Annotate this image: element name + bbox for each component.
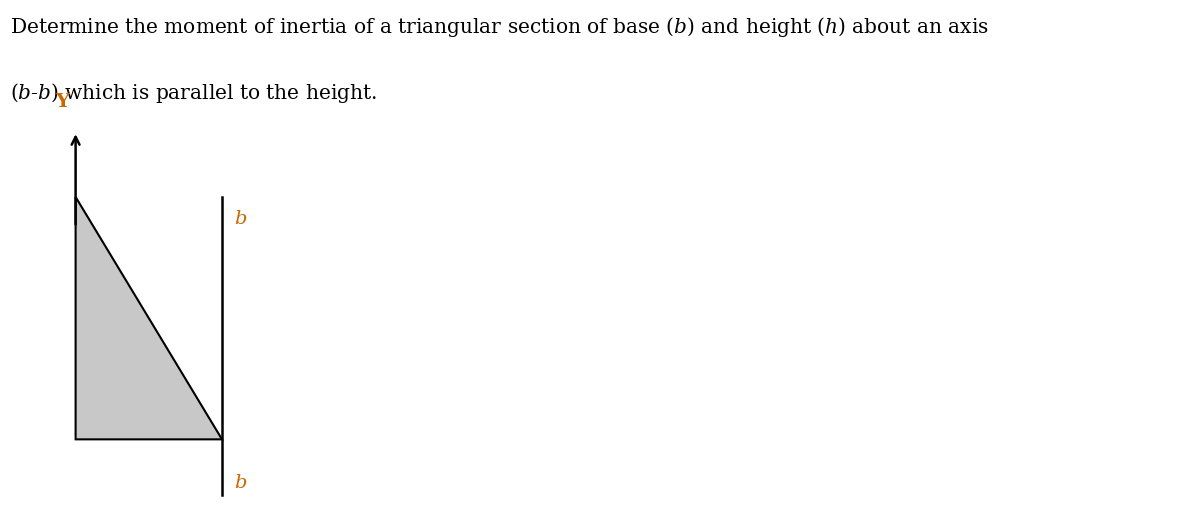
Text: ($b$-$b$) which is parallel to the height.: ($b$-$b$) which is parallel to the heigh… (10, 81, 377, 105)
Text: Determine the moment of inertia of a triangular section of base ($b$) and height: Determine the moment of inertia of a tri… (10, 15, 989, 39)
Polygon shape (76, 197, 222, 439)
Text: $b$: $b$ (234, 474, 247, 492)
Text: Y: Y (55, 93, 70, 111)
Text: $b$: $b$ (234, 210, 247, 228)
